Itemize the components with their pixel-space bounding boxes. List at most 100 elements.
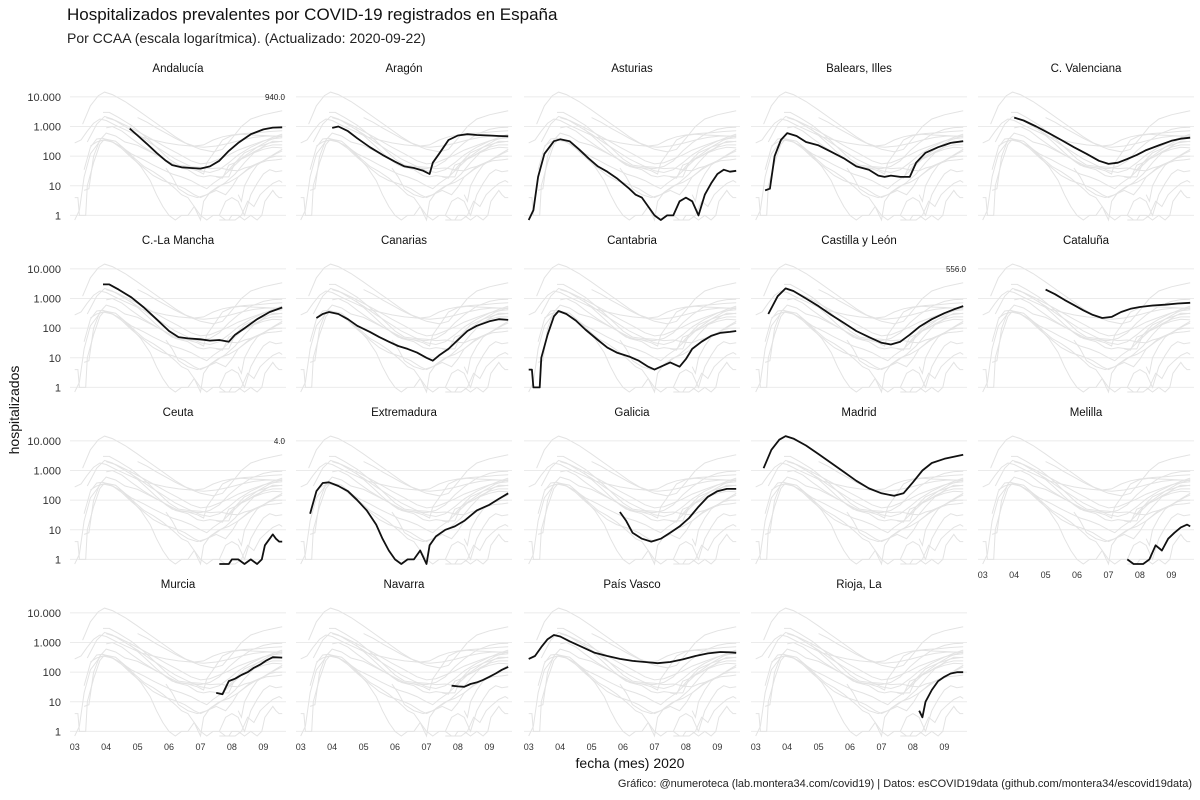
background-series-line	[216, 140, 283, 179]
background-series-line	[103, 455, 283, 515]
y-tick-label: 1	[55, 726, 61, 738]
highlight-series-line	[1126, 523, 1191, 565]
background-series-line	[237, 499, 283, 547]
background-series-line	[309, 304, 509, 363]
background-series-line	[918, 499, 964, 547]
background-series-line	[755, 634, 964, 664]
y-tick-label: 100	[43, 495, 61, 507]
background-series-line	[991, 476, 1191, 535]
background-series-line	[1073, 316, 1191, 371]
background-series-line	[1133, 150, 1191, 172]
background-series-line	[216, 484, 283, 523]
series-end-label: 940.0	[265, 93, 286, 102]
background-series-line	[897, 484, 964, 523]
background-series-line	[1127, 189, 1191, 221]
background-series-line	[994, 459, 1191, 518]
facet-panel: Extremadura	[296, 407, 512, 565]
y-tick-label: 1.000	[33, 466, 61, 478]
facet-title: Murcia	[161, 579, 196, 591]
background-series-line	[463, 671, 509, 719]
chart-title: Hospitalizados prevalentes por COVID-19 …	[67, 5, 558, 24]
background-series-line	[445, 361, 509, 393]
facet-panel: Navarra 03 04 05 06 07 08 09	[296, 579, 512, 752]
highlight-series-line	[1013, 116, 1191, 165]
facet-title: Madrid	[841, 407, 876, 419]
background-series-line	[906, 150, 964, 172]
background-series-line	[900, 524, 964, 565]
x-tick-label: 06	[618, 742, 628, 752]
background-series-line	[900, 189, 964, 221]
facet-panel: Ceuta 1 10 100 1.000 10.000 4.0	[27, 407, 286, 566]
background-series-line	[536, 435, 737, 497]
background-series-line	[897, 656, 964, 695]
background-series-line	[982, 462, 1191, 492]
background-series-line	[755, 290, 964, 320]
background-series-line	[818, 633, 964, 663]
background-series-line	[846, 316, 964, 371]
series-end-label: 556.0	[946, 265, 967, 274]
facet-panel: C. Valenciana	[978, 63, 1194, 222]
background-series-line	[528, 462, 737, 492]
background-series-line	[312, 115, 509, 174]
x-tick-label: 07	[195, 742, 205, 752]
background-series-line	[679, 150, 737, 172]
background-series-line	[82, 91, 283, 153]
background-series-line	[1124, 484, 1191, 523]
background-series-line	[445, 524, 509, 565]
background-series-line	[219, 705, 283, 737]
background-series-line	[591, 289, 737, 319]
background-series-line	[83, 304, 283, 363]
background-series-line	[86, 287, 283, 346]
background-series-line	[537, 137, 737, 222]
background-series-line	[990, 263, 1191, 325]
x-tick-label: 08	[681, 742, 691, 752]
background-series-line	[332, 469, 509, 519]
background-series-line	[309, 648, 509, 707]
x-tick-label: 06	[164, 742, 174, 752]
background-series-line	[308, 263, 509, 325]
background-series-line	[83, 481, 283, 566]
x-tick-label: 09	[484, 742, 494, 752]
x-tick-label: 03	[524, 742, 534, 752]
background-series-line	[528, 290, 737, 320]
background-series-line	[308, 91, 509, 153]
background-series-line	[363, 461, 509, 491]
background-series-line	[445, 352, 509, 393]
background-series-line	[540, 287, 737, 346]
background-series-line	[787, 289, 964, 337]
background-series-line	[83, 309, 283, 394]
background-series-line	[451, 322, 509, 344]
background-series-line	[1014, 461, 1191, 509]
background-series-line	[1014, 289, 1191, 337]
highlight-series-line	[332, 125, 509, 175]
background-series-line	[991, 309, 1191, 394]
background-series-line	[332, 297, 509, 347]
background-series-line	[897, 312, 964, 351]
background-series-line	[764, 648, 964, 707]
background-series-line	[237, 671, 283, 719]
background-series-line	[767, 115, 964, 174]
background-series-line	[445, 180, 509, 221]
background-series-line	[764, 476, 964, 535]
y-tick-label: 1	[55, 382, 61, 394]
background-series-line	[906, 322, 964, 344]
x-tick-label: 09	[1166, 570, 1176, 580]
background-series-line	[818, 289, 964, 319]
background-series-line	[900, 352, 964, 393]
background-series-line	[83, 653, 283, 738]
background-series-line	[332, 461, 509, 509]
highlight-series-line	[619, 488, 737, 543]
background-series-line	[536, 607, 737, 669]
background-series-line	[308, 435, 509, 497]
y-tick-label: 10.000	[27, 92, 61, 104]
x-tick-label: 09	[258, 742, 268, 752]
highlight-series-line	[129, 126, 283, 170]
background-series-line	[332, 289, 509, 337]
highlight-series-line	[528, 634, 737, 665]
background-series-line	[619, 316, 737, 371]
facet-panel: Andalucía 1 10 100 1.000 10.000 940.0	[27, 63, 286, 222]
background-series-line	[673, 361, 737, 393]
background-series-line	[918, 327, 964, 375]
background-series-line	[994, 287, 1191, 346]
